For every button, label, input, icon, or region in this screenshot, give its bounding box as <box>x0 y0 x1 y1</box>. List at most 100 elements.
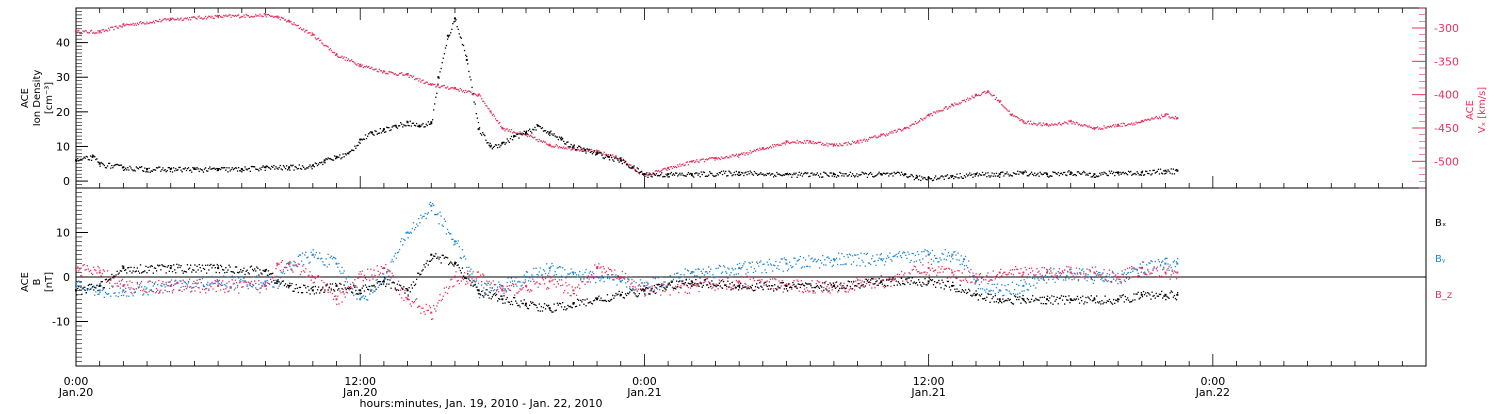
bottom-bz-series-dot <box>950 277 951 278</box>
top-density-series-dot <box>647 177 648 178</box>
bottom-by-series-dot <box>115 295 116 296</box>
bottom-bx-series-dot <box>300 287 301 288</box>
bottom-bx-series-dot <box>352 292 353 293</box>
bottom-bz-series-dot <box>1044 267 1045 268</box>
top-density-series-dot <box>822 176 823 177</box>
bottom-by-series-dot <box>1049 273 1050 274</box>
bottom-bz-series-dot <box>350 286 351 287</box>
top-vx-series-dot <box>133 23 134 24</box>
top-vx-series-dot <box>465 90 466 91</box>
top-density-series-dot <box>509 142 510 143</box>
top-density-series-dot <box>283 165 284 166</box>
bottom-by-series-dot <box>548 273 549 274</box>
top-density-series-dot <box>208 168 209 169</box>
top-density-series-dot <box>402 126 403 127</box>
bottom-bz-series-dot <box>354 279 355 280</box>
bottom-bx-series-dot <box>178 264 179 265</box>
bottom-bx-series-dot <box>119 272 120 273</box>
top-vx-series-dot <box>306 30 307 31</box>
top-density-series-dot <box>968 174 969 175</box>
bottom-bz-series-dot <box>943 271 944 272</box>
bottom-bz-series-dot <box>804 289 805 290</box>
top-vx-series-dot <box>862 142 863 143</box>
bottom-by-series-dot <box>929 254 930 255</box>
bottom-bz-series-dot <box>590 281 591 282</box>
bottom-by-series-dot <box>730 272 731 273</box>
bottom-bz-series-dot <box>583 277 584 278</box>
top-density-series-dot <box>995 175 996 176</box>
bottom-bx-series-dot <box>297 288 298 289</box>
top-vx-series-dot <box>733 154 734 155</box>
bottom-bz-series-dot <box>966 280 967 281</box>
top-density-series-dot <box>177 169 178 170</box>
top-density-series-dot <box>422 123 423 124</box>
bottom-by-series-dot <box>242 280 243 281</box>
bottom-bz-series-dot <box>1114 276 1115 277</box>
bottom-bz-series-dot <box>603 266 604 267</box>
bottom-bz-series-dot <box>959 270 960 271</box>
bottom-bx-series-dot <box>389 279 390 280</box>
bottom-bx-series-dot <box>386 283 387 284</box>
top-density-series-dot <box>454 21 455 22</box>
bottom-bz-series-dot <box>652 285 653 286</box>
top-density-series-dot <box>104 165 105 166</box>
bottom-bz-series-dot <box>1063 272 1064 273</box>
bottom-bz-series-dot <box>610 269 611 270</box>
bottom-bx-series-dot <box>280 284 281 285</box>
bottom-bz-series-dot <box>1124 280 1125 281</box>
top-density-series-dot <box>1037 173 1038 174</box>
bottom-by-series-dot <box>841 253 842 254</box>
top-vx-series-dot <box>288 20 289 21</box>
bottom-by-series-dot <box>364 298 365 299</box>
bottom-bz-series-dot <box>1115 274 1116 275</box>
bottom-bz-series-dot <box>1050 267 1051 268</box>
bottom-bx-series-dot <box>426 263 427 264</box>
top-density-series-dot <box>1062 174 1063 175</box>
bottom-by-series-dot <box>675 277 676 278</box>
top-density-series-dot <box>717 173 718 174</box>
bottom-bz-series-dot <box>462 278 463 279</box>
top-vx-series-dot <box>189 17 190 18</box>
top-vx-series-dot <box>857 140 858 141</box>
bottom-bz-series-dot <box>335 295 336 296</box>
bottom-by-series-dot <box>962 264 963 265</box>
top-density-series-dot <box>740 174 741 175</box>
bottom-by-series-dot <box>587 278 588 279</box>
bottom-bz-series-dot <box>340 292 341 293</box>
bottom-bz-series-dot <box>401 297 402 298</box>
top-density-series-dot <box>273 165 274 166</box>
bottom-by-series-dot <box>530 281 531 282</box>
bottom-by-series-dot <box>851 264 852 265</box>
top-vx-series-dot <box>1071 123 1072 124</box>
bottom-bz-series-dot <box>510 290 511 291</box>
bottom-by-series-dot <box>770 263 771 264</box>
top-density-series-dot <box>381 132 382 133</box>
bottom-by-series-dot <box>218 277 219 278</box>
top-vx-series-dot <box>953 105 954 106</box>
bottom-by-series-dot <box>538 275 539 276</box>
top-vx-series-dot <box>244 17 245 18</box>
bottom-by-series-dot <box>105 292 106 293</box>
bottom-bz-series-dot <box>481 281 482 282</box>
bottom-by-series-dot <box>347 281 348 282</box>
top-vx-series-dot <box>932 115 933 116</box>
bottom-by-series-dot <box>250 284 251 285</box>
bottom-bz-series-dot <box>186 288 187 289</box>
bottom-bz-series-dot <box>166 282 167 283</box>
bottom-by-series-dot <box>1101 278 1102 279</box>
top-vx-series-dot <box>1057 124 1058 125</box>
top-vx-series-dot <box>76 33 77 34</box>
bottom-by-series-dot <box>1024 290 1025 291</box>
top-density-series-dot <box>357 145 358 146</box>
top-vx-series-dot <box>1099 127 1100 128</box>
bottom-bz-series-dot <box>179 289 180 290</box>
bottom-bz-series-dot <box>978 279 979 280</box>
bottom-bx-series-dot <box>475 284 476 285</box>
top-vx-series-dot <box>911 125 912 126</box>
bottom-by-series-dot <box>1141 272 1142 273</box>
bottom-bz-series-dot <box>579 288 580 289</box>
bottom-by-series-dot <box>394 256 395 257</box>
bottom-bz-series-dot <box>849 289 850 290</box>
top-density-series-dot <box>461 38 462 39</box>
bottom-by-series-dot <box>555 271 556 272</box>
